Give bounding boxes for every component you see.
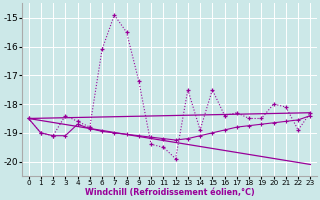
- X-axis label: Windchill (Refroidissement éolien,°C): Windchill (Refroidissement éolien,°C): [84, 188, 254, 197]
